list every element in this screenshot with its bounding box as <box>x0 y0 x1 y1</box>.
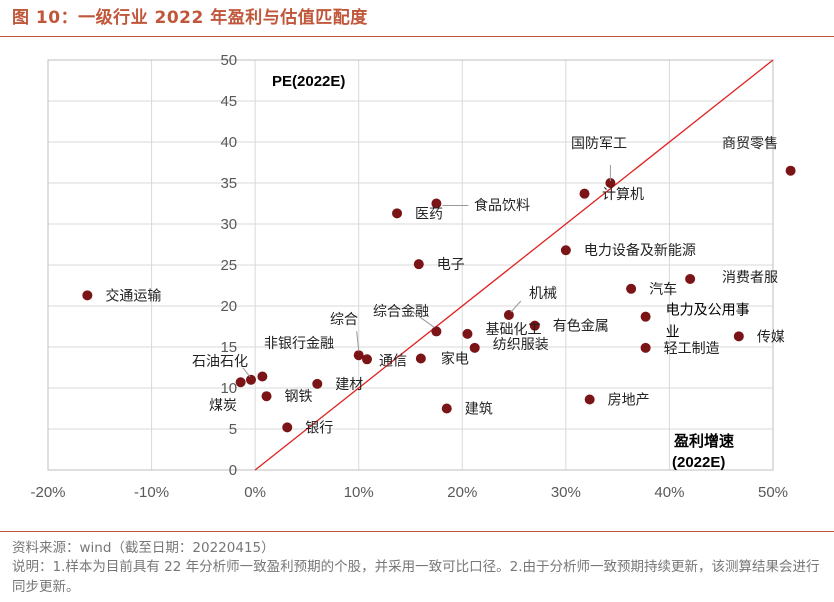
data-label: 银行 <box>305 420 333 436</box>
y-tick-label: 25 <box>220 257 237 274</box>
leader-line <box>406 307 435 328</box>
data-label: 电子 <box>437 257 465 273</box>
data-point <box>584 394 595 405</box>
data-point <box>413 259 424 270</box>
source-text: 资料来源：wind（截至日期：20220415） <box>12 540 275 556</box>
x-axis-title-line1: 盈利增速 <box>673 432 734 450</box>
figure-title: 图 10：一级行业 2022 年盈利与估值匹配度 <box>12 8 368 28</box>
data-label: 家电 <box>441 350 469 367</box>
data-label: 电力及公用事 <box>666 303 750 319</box>
data-label: 食品饮料 <box>474 197 530 214</box>
x-tick-label: 50% <box>758 484 788 501</box>
x-tick-label: 0% <box>244 484 266 501</box>
data-point <box>560 245 571 256</box>
scatter-chart: 0 5 10 15 20 25 30 35 40 45 50 -20% -10% 0% 10% 20% 30% 4… <box>30 52 796 501</box>
x-tick-label: 30% <box>551 484 581 501</box>
data-point <box>431 326 442 337</box>
data-label-wrap: 业 <box>666 325 680 341</box>
data-label: 轻工制造 <box>664 341 720 357</box>
data-point <box>441 403 452 414</box>
leader-line <box>242 367 251 378</box>
footer-divider <box>0 531 834 532</box>
data-point <box>640 311 651 322</box>
data-label: 纺织服装 <box>493 337 549 353</box>
axis-ticks: 0 5 10 15 20 25 30 35 40 45 50 -20% -10% 0% 10% 20% 30% 4… <box>30 52 788 501</box>
data-point <box>626 283 637 294</box>
data-point <box>353 350 364 361</box>
y-tick-label: 30 <box>220 216 237 233</box>
y-tick-label: 0 <box>229 462 237 479</box>
data-point <box>257 371 268 382</box>
data-point <box>431 198 442 209</box>
data-label: 石油石化 <box>192 354 248 370</box>
data-point <box>469 342 480 353</box>
data-point <box>462 328 473 339</box>
data-label: 综合 <box>330 312 358 328</box>
y-tick-label: 5 <box>229 421 237 438</box>
data-label: 非银行金融 <box>264 336 334 352</box>
data-point <box>246 374 256 385</box>
data-label: 消费者服 <box>722 270 778 286</box>
data-point <box>282 422 293 433</box>
title-divider <box>0 36 834 37</box>
data-label: 传媒 <box>757 329 785 345</box>
data-point <box>392 208 403 219</box>
y-axis-title: PE(2022E) <box>272 73 345 90</box>
data-label: 建材 <box>335 377 363 393</box>
data-point <box>261 391 272 402</box>
y-tick-label: 40 <box>220 134 237 151</box>
data-label: 机械 <box>529 286 557 302</box>
leader-line <box>510 300 522 313</box>
data-label: 通信 <box>379 353 407 369</box>
data-points <box>82 165 796 433</box>
data-point <box>733 331 744 342</box>
leader-line <box>356 331 360 352</box>
x-tick-label: -20% <box>30 484 65 501</box>
y-tick-label: 20 <box>220 298 237 315</box>
y-tick-label: 10 <box>220 380 237 397</box>
data-point <box>312 378 323 389</box>
data-label: 房地产 <box>608 392 650 408</box>
data-label: 基础化工 <box>485 321 541 338</box>
y-tick-label: 45 <box>220 93 237 110</box>
data-point <box>415 353 426 364</box>
data-label: 电力设备及新能源 <box>584 242 696 259</box>
data-point <box>640 342 651 353</box>
note-text: 说明：1.样本为目前具有 22 年分析师一致盈利预期的个股，并采用一致可比口径。… <box>12 559 820 595</box>
x-tick-label: 40% <box>654 484 684 501</box>
data-label: 建筑 <box>465 402 493 418</box>
x-axis-title-line2: (2022E) <box>672 454 725 471</box>
data-point <box>605 178 616 188</box>
data-label: 医药 <box>415 206 443 222</box>
data-label: 煤炭 <box>209 398 237 414</box>
data-point <box>362 354 372 365</box>
x-tick-label: 20% <box>447 484 477 501</box>
data-label: 商贸零售 <box>722 136 778 152</box>
data-label: 综合金融 <box>373 304 429 320</box>
leader-lines <box>242 165 611 378</box>
diagonal-reference-line <box>254 59 774 471</box>
data-point <box>685 273 696 284</box>
x-tick-label: 10% <box>344 484 374 501</box>
data-label: 计算机 <box>602 187 644 203</box>
data-point <box>235 377 246 388</box>
data-point <box>82 290 93 301</box>
data-label: 有色金属 <box>553 318 609 335</box>
data-label: 钢铁 <box>285 389 313 405</box>
data-point <box>579 188 590 199</box>
x-tick-label: -10% <box>134 484 169 501</box>
data-point <box>503 310 514 321</box>
chart-grid <box>47 59 774 471</box>
y-tick-label: 15 <box>220 339 237 356</box>
y-tick-label: 35 <box>220 175 237 192</box>
y-tick-label: 50 <box>220 52 237 69</box>
data-point <box>785 165 796 176</box>
data-label: 国防军工 <box>571 136 627 152</box>
data-point <box>529 320 540 331</box>
data-label: 交通运输 <box>105 287 161 304</box>
plot-area-border <box>47 59 774 471</box>
data-label: 汽车 <box>649 281 677 298</box>
